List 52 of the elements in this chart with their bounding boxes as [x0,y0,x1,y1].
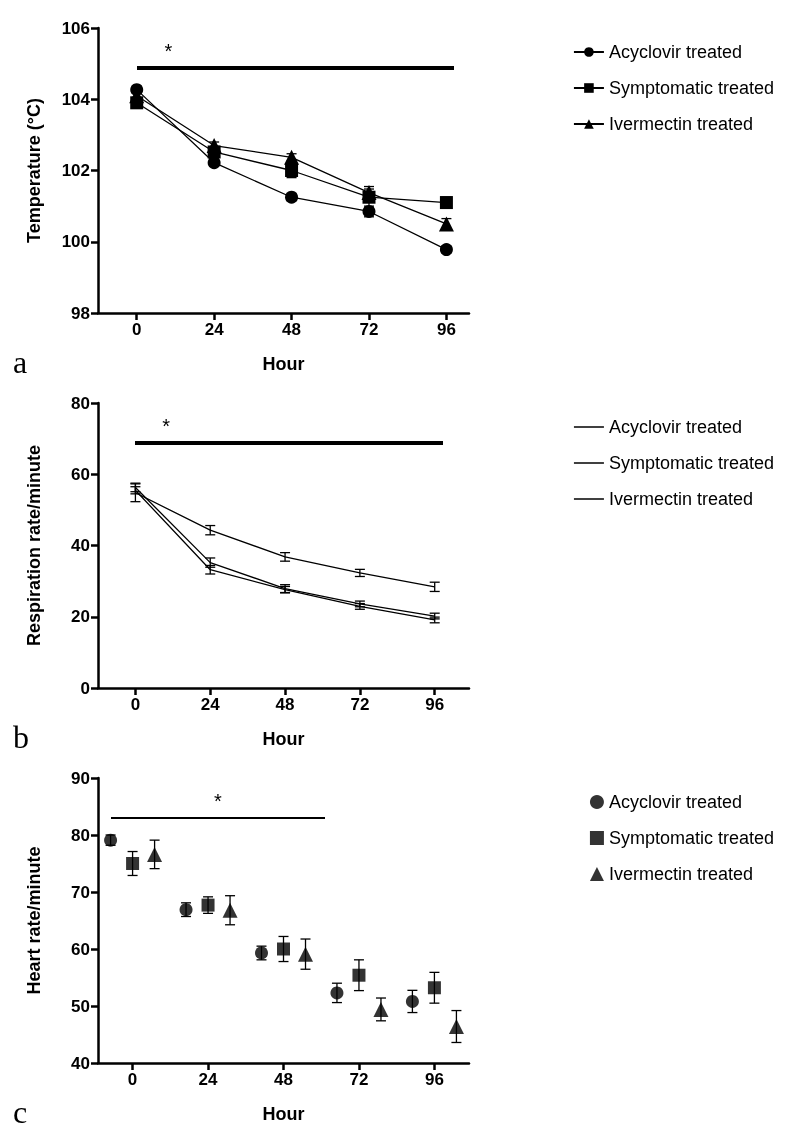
x-tick-label: 48 [282,320,302,339]
x-axis-title: Hour [262,354,305,374]
y-tick-label: 98 [71,303,90,323]
x-tick-label: 72 [359,320,379,339]
x-tick-label: 0 [127,1070,138,1089]
y-tick-label: 104 [61,89,91,109]
x-tick-label: 0 [131,320,142,339]
y-tick-label: 40 [71,536,90,555]
y-axis-title: Respiration rate/minute [24,444,44,647]
x-tick-label: 48 [274,1070,293,1089]
y-tick-label: 100 [61,232,90,252]
x-tick-label: 96 [425,695,445,714]
y-tick-label: 70 [71,882,90,902]
x-tick-label: 72 [349,1070,369,1089]
x-tick-label: 48 [275,695,295,714]
legend-label: Symptomatic treated [608,828,775,848]
legend-label: Ivermectin treated [608,489,753,509]
legend-label: Ivermectin treated [608,864,753,884]
y-tick-label: 102 [61,161,90,180]
x-tick-label: 24 [198,1070,219,1089]
text: c [13,1094,28,1130]
x-tick-label: 0 [130,695,141,714]
annotation: * [163,39,174,62]
text: b [13,719,29,755]
x-tick-label: 24 [204,320,225,339]
annotation: * [212,789,223,812]
y-tick-label: 90 [71,768,90,788]
y-tick-label: 60 [71,939,90,959]
y-tick-label: 80 [71,393,90,413]
y-tick-label: 20 [71,607,90,627]
x-tick-label: 96 [436,320,456,339]
legend-label: Acyclovir treated [608,792,742,812]
x-axis-title: Hour [262,729,305,749]
legend-label: Acyclovir treated [608,42,742,62]
y-tick-label: 60 [71,464,90,484]
x-tick-label: 24 [200,695,221,714]
legend-label: Acyclovir treated [608,417,742,437]
legend-label: Symptomatic treated [608,453,775,473]
x-tick-label: 72 [350,695,370,714]
y-tick-label: 106 [61,18,90,38]
y-axis-title: Temperature (°C) [24,98,44,243]
y-tick-label: 80 [71,825,90,845]
text: a [13,344,28,380]
y-tick-label: 50 [71,996,90,1016]
legend-label: Symptomatic treated [608,78,775,98]
x-tick-label: 96 [424,1070,444,1089]
x-axis-title: Hour [262,1104,305,1124]
y-axis-title: Heart rate/minute [24,846,44,995]
y-tick-label: 0 [80,678,90,698]
y-tick-label: 40 [71,1053,90,1073]
annotation: * [161,414,172,437]
legend-label: Ivermectin treated [608,114,753,134]
